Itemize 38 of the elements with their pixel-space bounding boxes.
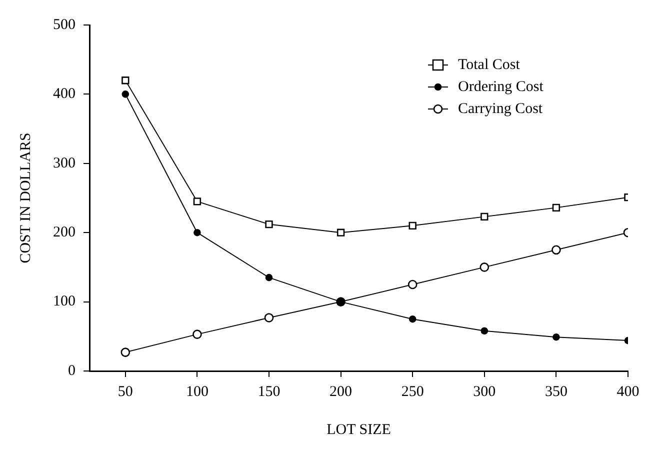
y-tick-label: 100: [53, 294, 76, 310]
point: [122, 76, 130, 84]
y-tick-label: 400: [53, 86, 76, 102]
point: [408, 315, 416, 323]
x-tick-label: 100: [186, 384, 208, 400]
y-tick-label: 0: [68, 362, 76, 379]
point: [552, 333, 560, 341]
y-tick-label: 500: [53, 16, 76, 33]
point: [480, 262, 490, 272]
x-tick-label: 350: [544, 384, 568, 400]
point: [192, 330, 202, 339]
x-tick-label: 400: [616, 384, 640, 400]
legend-label: Total Cost: [458, 56, 521, 73]
y-tick-label: 300: [53, 155, 76, 172]
point: [194, 228, 201, 236]
point: [264, 313, 274, 322]
y-axis-title: COST IN DOLLARS: [18, 132, 34, 264]
point: [193, 198, 202, 206]
x-tick-label: 150: [258, 384, 280, 400]
point: [265, 274, 273, 282]
legend-label: Carrying Cost: [458, 100, 544, 117]
point: [120, 348, 130, 357]
point: [480, 212, 488, 221]
point: [552, 245, 561, 255]
point: [336, 228, 345, 236]
x-tick-label: 50: [118, 384, 133, 400]
point: [408, 222, 416, 230]
point: [408, 280, 418, 290]
x-tick-label: 250: [401, 384, 424, 400]
point: [265, 220, 273, 228]
point: [122, 90, 130, 98]
x-tick-label: 300: [473, 384, 496, 400]
legend-label: Ordering Cost: [458, 78, 544, 95]
y-tick-label: 200: [53, 224, 76, 241]
x-tick-label: 200: [330, 384, 352, 400]
point: [480, 327, 488, 335]
x-axis-title: LOT SIZE: [326, 422, 391, 438]
point: [552, 204, 560, 212]
